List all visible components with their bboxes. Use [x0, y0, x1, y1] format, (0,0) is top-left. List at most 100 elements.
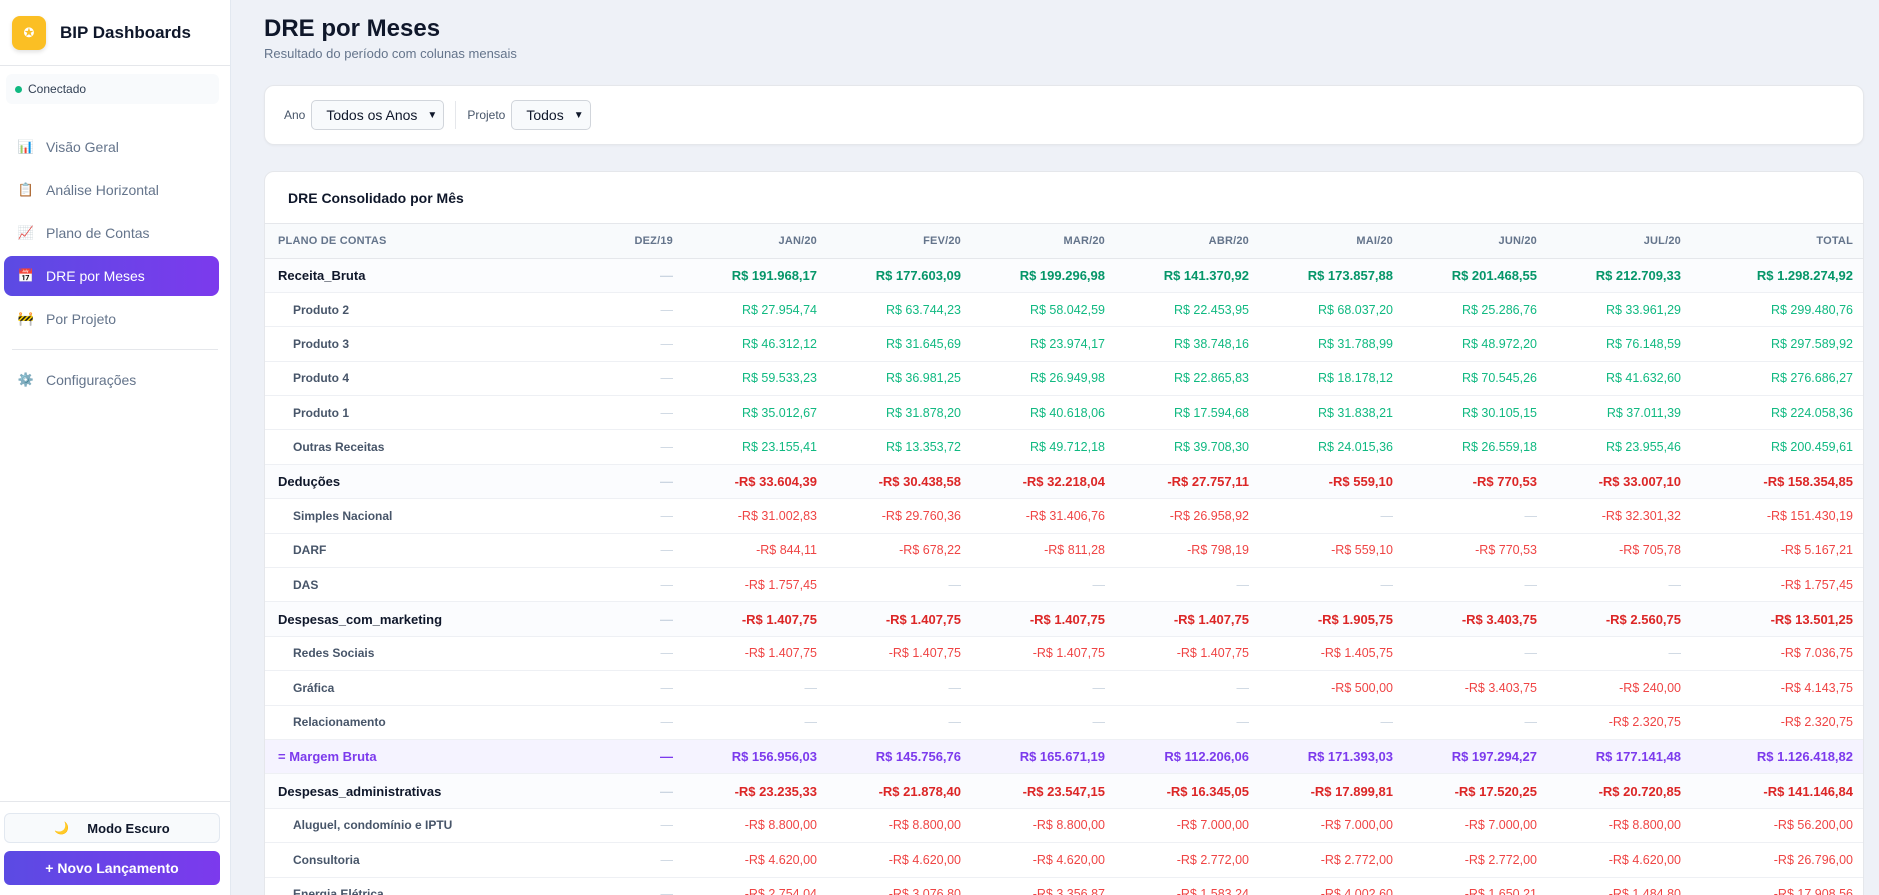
value-cell: —	[575, 533, 685, 569]
value-cell: R$ 200.459,61	[1693, 429, 1863, 465]
sidebar-item-analise-horizontal[interactable]: 📋 Análise Horizontal	[4, 170, 219, 210]
value-cell: -R$ 1.407,75	[829, 601, 973, 637]
value-cell: -R$ 20.720,85	[1549, 773, 1693, 809]
value-cell: R$ 25.286,76	[1405, 292, 1549, 328]
value-cell: -R$ 2.560,75	[1549, 601, 1693, 637]
value-cell: —	[1117, 670, 1261, 706]
table-row: Redes Sociais — -R$ 1.407,75 -R$ 1.407,75 -R…	[265, 636, 1863, 672]
value-cell: -R$ 1.407,75	[685, 601, 829, 637]
value-cell: R$ 31.878,20	[829, 395, 973, 431]
value-cell: -R$ 1.905,75	[1261, 601, 1405, 637]
value-cell: —	[575, 705, 685, 740]
value-cell: R$ 141.370,92	[1117, 258, 1261, 293]
value-cell: -R$ 1.405,75	[1261, 636, 1405, 672]
table-row: DARF — -R$ 844,11 -R$ 678,22 -R$ 811,28 -R$ 7…	[265, 533, 1863, 569]
account-name-cell: Redes Sociais	[265, 636, 575, 672]
project-select[interactable]: Todos ▼	[511, 100, 591, 130]
value-cell: R$ 1.298.274,92	[1693, 258, 1863, 293]
value-cell: R$ 70.545,26	[1405, 361, 1549, 397]
column-header: JUL/20	[1549, 224, 1693, 259]
value-cell: —	[1261, 705, 1405, 740]
value-cell: -R$ 7.000,00	[1261, 808, 1405, 844]
chart-line-icon: 📈	[17, 225, 35, 240]
construction-icon: 🚧	[17, 311, 35, 326]
value-cell: —	[575, 842, 685, 878]
value-cell: —	[1117, 705, 1261, 740]
value-cell: —	[685, 705, 829, 740]
value-cell: R$ 197.294,27	[1405, 739, 1549, 775]
year-filter-label: Ano	[284, 108, 306, 122]
value-cell: —	[575, 773, 685, 809]
sidebar-footer: 🌙 Modo Escuro + Novo Lançamento	[0, 801, 231, 895]
value-cell: —	[1261, 567, 1405, 603]
value-cell: R$ 1.126.418,82	[1693, 739, 1863, 775]
value-cell: -R$ 31.406,76	[973, 498, 1117, 534]
sidebar-item-configuracoes[interactable]: ⚙️ Configurações	[4, 360, 219, 400]
column-header: JUN/20	[1405, 224, 1549, 259]
value-cell: —	[575, 808, 685, 844]
value-cell: R$ 31.645,69	[829, 326, 973, 362]
value-cell: -R$ 1.484,80	[1549, 877, 1693, 895]
value-cell: -R$ 1.757,45	[685, 567, 829, 603]
chart-bar-icon: 📊	[17, 139, 35, 154]
value-cell: —	[1117, 567, 1261, 603]
account-name-cell: Produto 2	[265, 292, 575, 328]
value-cell: R$ 145.756,76	[829, 739, 973, 775]
value-cell: R$ 33.961,29	[1549, 292, 1693, 328]
filters-bar: Ano Todos os Anos ▼ Projeto Todos ▼	[264, 85, 1864, 145]
value-cell: R$ 41.632,60	[1549, 361, 1693, 397]
value-cell: R$ 48.972,20	[1405, 326, 1549, 362]
project-filter-label: Projeto	[467, 108, 506, 122]
group-row: Deduções — -R$ 33.604,39 -R$ 30.438,58 -R$ 3…	[265, 464, 1863, 500]
value-cell: -R$ 7.036,75	[1693, 636, 1863, 672]
value-cell: R$ 68.037,20	[1261, 292, 1405, 328]
main-nav: 📊 Visão Geral 📋 Análise Horizontal 📈 Plano de…	[0, 127, 230, 339]
value-cell: -R$ 27.757,11	[1117, 464, 1261, 500]
sidebar-item-plano-de-contas[interactable]: 📈 Plano de Contas	[4, 213, 219, 253]
column-header: MAI/20	[1261, 224, 1405, 259]
value-cell: -R$ 4.620,00	[973, 842, 1117, 878]
value-cell: -R$ 13.501,25	[1693, 601, 1863, 637]
value-cell: -R$ 2.772,00	[1117, 842, 1261, 878]
new-entry-button[interactable]: + Novo Lançamento	[4, 851, 220, 885]
year-select[interactable]: Todos os Anos ▼	[311, 100, 445, 130]
dark-mode-button[interactable]: 🌙 Modo Escuro	[4, 813, 220, 843]
value-cell: -R$ 158.354,85	[1693, 464, 1863, 500]
sidebar-item-label: Por Projeto	[46, 311, 117, 327]
value-cell: —	[575, 395, 685, 431]
value-cell: -R$ 705,78	[1549, 533, 1693, 569]
value-cell: —	[1405, 567, 1549, 603]
table-title: DRE Consolidado por Mês	[265, 172, 1863, 224]
status-label: Conectado	[28, 82, 87, 96]
value-cell: —	[1405, 498, 1549, 534]
column-header: JAN/20	[685, 224, 829, 259]
value-cell: R$ 173.857,88	[1261, 258, 1405, 293]
value-cell: -R$ 31.002,83	[685, 498, 829, 534]
value-cell: -R$ 33.604,39	[685, 464, 829, 500]
value-cell: -R$ 1.407,75	[829, 636, 973, 672]
value-cell: R$ 24.015,36	[1261, 429, 1405, 465]
value-cell: -R$ 798,19	[1117, 533, 1261, 569]
sidebar-item-visao-geral[interactable]: 📊 Visão Geral	[4, 127, 219, 167]
column-header: DEZ/19	[575, 224, 685, 259]
value-cell: R$ 22.865,83	[1117, 361, 1261, 397]
value-cell: —	[575, 429, 685, 465]
value-cell: -R$ 21.878,40	[829, 773, 973, 809]
sidebar-item-por-projeto[interactable]: 🚧 Por Projeto	[4, 299, 219, 339]
value-cell: -R$ 7.000,00	[1405, 808, 1549, 844]
connection-status: Conectado	[6, 74, 219, 104]
value-cell: -R$ 17.908,56	[1693, 877, 1863, 895]
value-cell: -R$ 4.620,00	[685, 842, 829, 878]
value-cell: —	[1405, 636, 1549, 672]
value-cell: -R$ 23.547,15	[973, 773, 1117, 809]
value-cell: -R$ 29.760,36	[829, 498, 973, 534]
sidebar-item-label: Análise Horizontal	[46, 182, 159, 198]
value-cell: R$ 30.105,15	[1405, 395, 1549, 431]
value-cell: —	[575, 258, 685, 293]
logo-icon: ✪	[12, 15, 46, 50]
value-cell: -R$ 4.002,60	[1261, 877, 1405, 895]
sidebar-item-dre-por-meses[interactable]: 📅 DRE por Meses	[4, 256, 219, 296]
value-cell: R$ 212.709,33	[1549, 258, 1693, 293]
account-name-cell: Relacionamento	[265, 705, 575, 740]
value-cell: -R$ 559,10	[1261, 533, 1405, 569]
